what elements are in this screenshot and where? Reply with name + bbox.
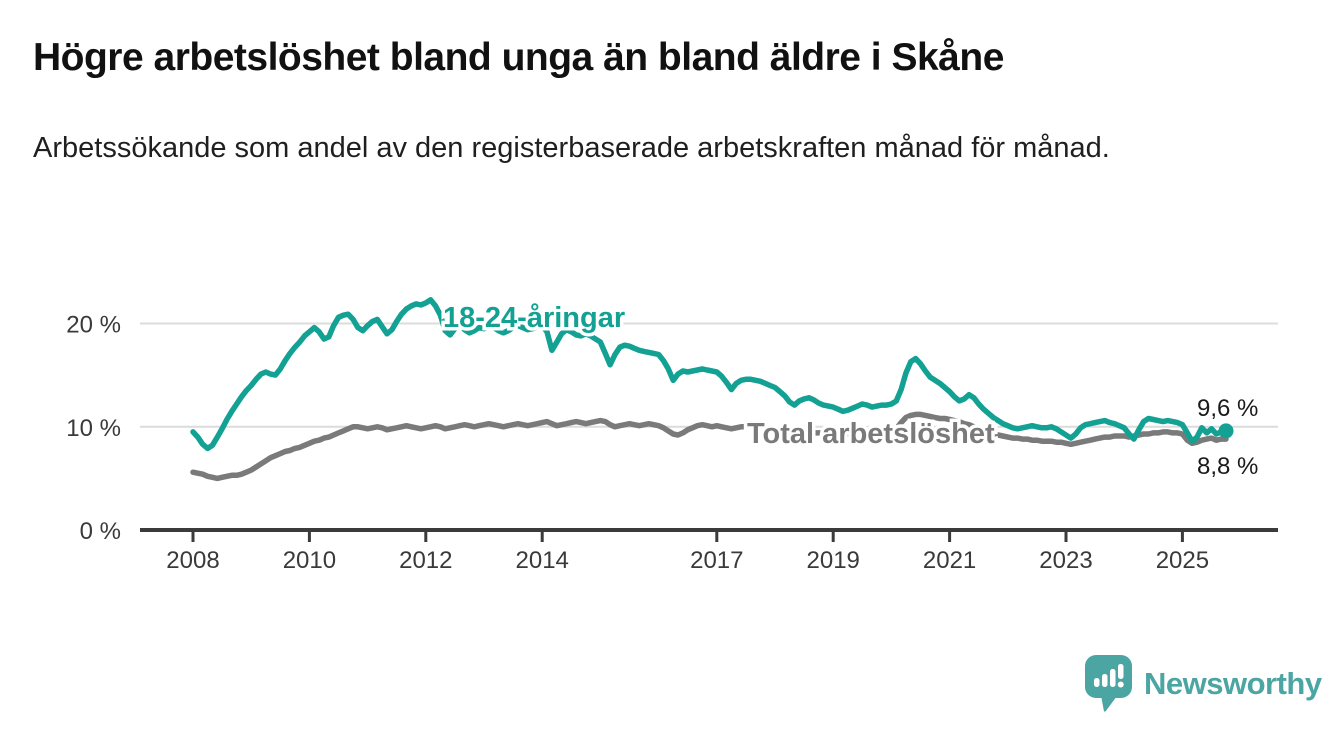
x-tick-label: 2019 bbox=[807, 547, 860, 574]
bar-medium bbox=[1102, 674, 1108, 687]
bar-large bbox=[1110, 669, 1116, 687]
y-tick-label: 20 % bbox=[66, 312, 121, 339]
chart-title: Högre arbetslöshet bland unga än bland ä… bbox=[33, 36, 1004, 79]
end-value-total: 8,8 % bbox=[1197, 453, 1258, 480]
x-axis-ticks: 2008 2010 2012 2014 2017 2019 2021 2023 2025 bbox=[166, 530, 1209, 574]
bar-small bbox=[1094, 678, 1100, 687]
x-tick-label: 2010 bbox=[283, 547, 336, 574]
exclamation-dot bbox=[1117, 681, 1124, 688]
series-label-youth: 18-24-åringar bbox=[443, 302, 625, 334]
exclamation-bar bbox=[1118, 664, 1124, 679]
x-tick-label: 2021 bbox=[923, 547, 976, 574]
end-value-youth: 9,6 % bbox=[1197, 395, 1258, 422]
chart-subtitle: Arbetssökande som andel av den registerb… bbox=[33, 132, 1110, 164]
y-tick-label: 0 % bbox=[80, 518, 121, 545]
branding-footer: Newsworthy bbox=[1085, 655, 1322, 712]
y-axis-tick-labels: 0 % 10 % 20 % bbox=[66, 312, 121, 546]
y-tick-label: 10 % bbox=[66, 415, 121, 442]
newsworthy-logo-icon bbox=[1085, 655, 1132, 712]
speech-bubble-shape bbox=[1085, 655, 1132, 712]
x-tick-label: 2017 bbox=[690, 547, 743, 574]
series-line-youth bbox=[190, 297, 1229, 452]
series-label-total: Total arbetslöshet bbox=[747, 418, 995, 450]
x-tick-label: 2014 bbox=[516, 547, 569, 574]
endpoint-dot bbox=[1218, 423, 1234, 439]
x-tick-label: 2012 bbox=[399, 547, 452, 574]
x-tick-label: 2023 bbox=[1039, 547, 1092, 574]
newsworthy-wordmark: Newsworthy bbox=[1144, 665, 1322, 701]
series-line-total bbox=[190, 411, 1229, 482]
x-tick-label: 2025 bbox=[1156, 547, 1209, 574]
x-tick-label: 2008 bbox=[166, 547, 219, 574]
y-gridlines bbox=[140, 322, 1278, 428]
